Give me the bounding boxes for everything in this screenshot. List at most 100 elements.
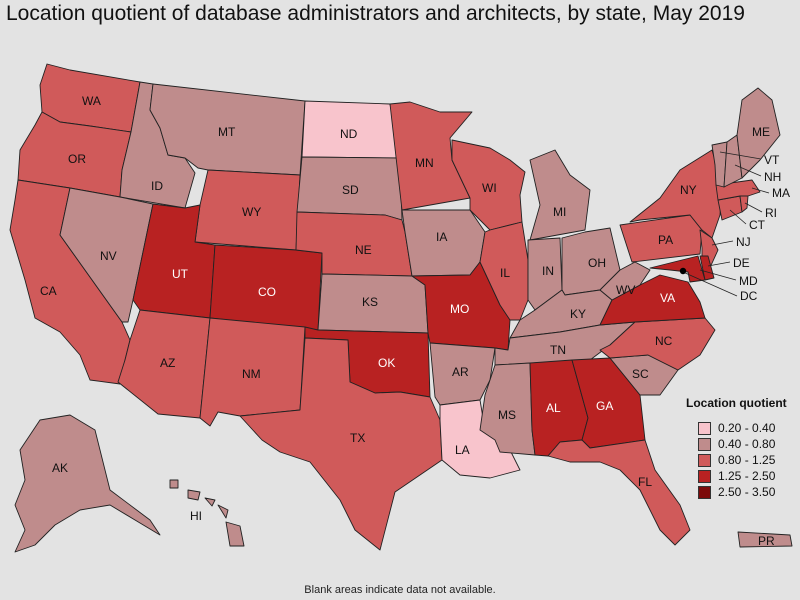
- state-label-va: VA: [660, 291, 675, 305]
- state-label-in: IN: [542, 264, 554, 278]
- state-label-sc: SC: [632, 367, 649, 381]
- state-label-mn: MN: [415, 156, 434, 170]
- state-wy[interactable]: [194, 169, 301, 251]
- legend-swatch: [698, 485, 711, 499]
- state-ny[interactable]: [629, 149, 723, 239]
- state-label-ar: AR: [452, 365, 469, 379]
- state-label-de: DE: [733, 256, 750, 270]
- legend-item: 0.20 - 0.40: [686, 420, 798, 436]
- state-label-ut: UT: [172, 267, 189, 281]
- state-label-ne: NE: [355, 243, 372, 257]
- state-co[interactable]: [209, 244, 323, 331]
- leader-line-dc: [682, 271, 738, 297]
- dc-marker: [679, 267, 687, 275]
- state-label-wa: WA: [82, 94, 101, 108]
- state-fl[interactable]: [547, 439, 691, 546]
- legend-swatch: [698, 437, 711, 451]
- leader-line-de: [707, 261, 731, 267]
- state-label-ia: IA: [436, 230, 447, 244]
- leader-line-ri: [744, 202, 763, 213]
- legend: Location quotient 0.20 - 0.40 0.40 - 0.80…: [686, 396, 798, 500]
- state-label-il: IL: [500, 266, 510, 280]
- state-label-nh: NH: [764, 170, 781, 184]
- state-label-tx: TX: [350, 431, 365, 445]
- state-label-dc: DC: [740, 289, 758, 303]
- state-label-nc: NC: [655, 334, 673, 348]
- state-label-ks: KS: [362, 295, 378, 309]
- legend-swatch: [698, 453, 711, 467]
- state-label-ak: AK: [52, 461, 68, 475]
- state-label-pr: PR: [758, 534, 775, 548]
- state-label-pa: PA: [658, 233, 673, 247]
- state-label-ma: MA: [772, 186, 790, 200]
- legend-label: 0.40 - 0.80: [718, 437, 776, 451]
- state-mt[interactable]: [149, 83, 306, 176]
- state-label-fl: FL: [638, 475, 652, 489]
- state-wv[interactable]: [599, 261, 651, 301]
- state-label-tn: TN: [550, 343, 566, 357]
- leader-line-nh: [734, 164, 762, 177]
- legend-items: 0.20 - 0.40 0.40 - 0.80 0.80 - 1.25 1.25 - …: [686, 420, 798, 500]
- state-label-ga: GA: [596, 399, 613, 413]
- state-label-wv: WV: [616, 283, 635, 297]
- state-label-la: LA: [455, 443, 470, 457]
- state-hi[interactable]: [169, 479, 245, 547]
- state-label-me: ME: [752, 125, 770, 139]
- state-vt[interactable]: [711, 141, 728, 188]
- state-il[interactable]: [479, 221, 529, 321]
- state-nc[interactable]: [599, 317, 716, 371]
- leader-line-ct: [729, 209, 747, 225]
- state-label-nv: NV: [100, 249, 117, 263]
- legend-item: 0.40 - 0.80: [686, 436, 798, 452]
- leader-line-md: [699, 269, 737, 281]
- legend-swatch: [698, 469, 711, 483]
- state-nv[interactable]: [59, 187, 154, 323]
- state-label-co: CO: [258, 285, 276, 299]
- state-label-or: OR: [68, 152, 86, 166]
- state-label-mo: MO: [450, 302, 469, 316]
- state-nm[interactable]: [199, 317, 306, 427]
- state-label-md: MD: [739, 274, 758, 288]
- state-label-ky: KY: [570, 307, 586, 321]
- state-label-wy: WY: [242, 205, 261, 219]
- state-label-oh: OH: [588, 256, 606, 270]
- legend-item: 0.80 - 1.25: [686, 452, 798, 468]
- footnote: Blank areas indicate data not available.: [304, 584, 496, 596]
- state-label-wi: WI: [482, 181, 497, 195]
- legend-label: 0.20 - 0.40: [718, 421, 776, 435]
- state-label-mi: MI: [553, 205, 566, 219]
- state-me[interactable]: [736, 87, 781, 179]
- state-label-vt: VT: [764, 153, 780, 167]
- state-label-nm: NM: [242, 367, 261, 381]
- state-ak[interactable]: [14, 414, 161, 553]
- legend-swatch: [698, 421, 711, 435]
- legend-item: 2.50 - 3.50: [686, 484, 798, 500]
- state-label-sd: SD: [342, 183, 359, 197]
- legend-label: 0.80 - 1.25: [718, 453, 776, 467]
- legend-item: 1.25 - 2.50: [686, 468, 798, 484]
- state-label-ct: CT: [749, 218, 766, 232]
- state-label-ri: RI: [765, 206, 777, 220]
- legend-label: 2.50 - 3.50: [718, 485, 776, 499]
- state-tx[interactable]: [239, 337, 443, 551]
- state-label-ok: OK: [378, 356, 395, 370]
- state-label-nj: NJ: [736, 235, 751, 249]
- state-label-ms: MS: [498, 408, 516, 422]
- legend-label: 1.25 - 2.50: [718, 469, 776, 483]
- state-label-ca: CA: [40, 284, 57, 298]
- state-label-nd: ND: [340, 127, 358, 141]
- state-label-ny: NY: [680, 183, 697, 197]
- leader-line-nj: [711, 240, 734, 246]
- leader-line-vt: [719, 151, 762, 160]
- legend-title: Location quotient: [686, 396, 787, 410]
- state-label-hi: HI: [190, 509, 202, 523]
- state-mn[interactable]: [389, 101, 473, 211]
- state-label-id: ID: [151, 179, 163, 193]
- state-label-az: AZ: [160, 356, 175, 370]
- state-label-mt: MT: [218, 125, 236, 139]
- state-mi[interactable]: [529, 149, 591, 241]
- leader-line-ma: [751, 187, 770, 194]
- state-de[interactable]: [699, 255, 715, 281]
- state-pr[interactable]: [737, 531, 793, 548]
